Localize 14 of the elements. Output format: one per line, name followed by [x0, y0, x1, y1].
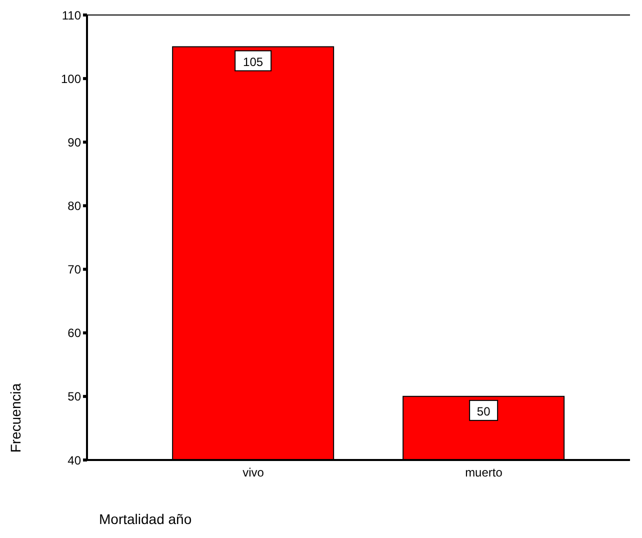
data-label: 50 — [476, 404, 491, 418]
y-tick-label: 80 — [68, 198, 82, 213]
y-tick-label: 90 — [68, 135, 82, 150]
y-tick-label: 70 — [68, 262, 82, 277]
y-tick-label: 110 — [62, 8, 82, 22]
y-tick-label: 50 — [68, 390, 82, 404]
x-tick-label: vivo — [242, 466, 264, 480]
x-tick-label: muerto — [465, 466, 503, 480]
x-axis-title: Mortalidad año — [99, 511, 192, 527]
y-tick-label: 60 — [68, 326, 82, 340]
data-label: 105 — [243, 54, 264, 69]
y-tick-label: 40 — [68, 453, 82, 468]
y-tick-label: 100 — [60, 72, 82, 86]
y-axis-title: Frecuencia — [8, 383, 24, 453]
